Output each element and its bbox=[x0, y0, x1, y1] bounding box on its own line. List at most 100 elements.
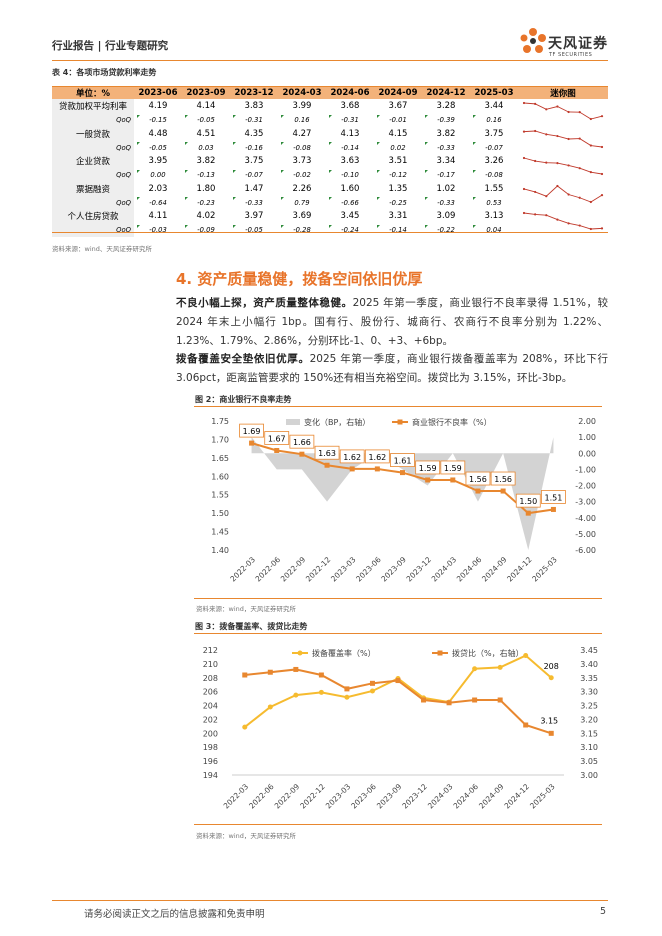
coverage-point bbox=[267, 704, 273, 710]
flag-icon bbox=[233, 142, 236, 145]
qoq-cell: -0.05 bbox=[182, 114, 230, 127]
coverage-point bbox=[369, 688, 375, 694]
sparkline-line bbox=[523, 185, 603, 203]
qoq-cell: -0.64 bbox=[134, 196, 182, 209]
qoq-cell: -0.17 bbox=[422, 169, 470, 182]
sparkline-line bbox=[523, 130, 603, 148]
y-left-tick: 208 bbox=[203, 674, 218, 683]
flag-icon bbox=[473, 114, 476, 118]
qoq-value: -0.23 bbox=[197, 198, 215, 207]
data-label-box bbox=[390, 453, 415, 467]
rate-cell: 1.80 bbox=[182, 181, 230, 196]
brand-name-cn: 天风证券 bbox=[548, 36, 608, 52]
rate-cell: 3.31 bbox=[374, 209, 422, 224]
qoq-value: -0.08 bbox=[293, 143, 311, 152]
y-right-tick: 3.35 bbox=[580, 674, 598, 683]
rate-cell: 3.26 bbox=[470, 154, 518, 169]
table-bottom-rule bbox=[52, 232, 608, 233]
flag-icon bbox=[281, 114, 284, 118]
qoq-value: -0.33 bbox=[437, 198, 455, 207]
sparkline-point bbox=[556, 134, 559, 137]
sparkline-point bbox=[567, 111, 570, 114]
rate-cell: 3.97 bbox=[230, 209, 278, 224]
y-left-tick: 202 bbox=[203, 715, 218, 724]
paragraph-provision: 拨备覆盖安全垫依旧优厚。2025 年第一季度，商业银行拨备覆盖率为 208%，环… bbox=[176, 350, 608, 388]
y-right-tick: -6.00 bbox=[575, 546, 596, 555]
flag-icon bbox=[233, 197, 236, 200]
y-right-tick: 3.10 bbox=[580, 743, 598, 752]
rate-cell: 1.02 bbox=[422, 181, 470, 196]
rate-cell: 4.27 bbox=[278, 126, 326, 141]
sparkline bbox=[522, 212, 604, 231]
npl-point bbox=[324, 462, 330, 468]
data-label: 1.50 bbox=[519, 497, 537, 506]
provision-loan-point bbox=[523, 722, 529, 728]
flag-icon bbox=[377, 169, 380, 173]
data-label-box bbox=[339, 449, 365, 464]
qoq-label: QoQ bbox=[52, 113, 134, 127]
flag-icon bbox=[281, 142, 284, 145]
y-left-tick: 1.60 bbox=[211, 472, 229, 481]
provision-loan-point bbox=[395, 678, 401, 684]
qoq-cell: -0.09 bbox=[182, 224, 230, 237]
qoq-label: QoQ bbox=[52, 168, 134, 182]
y-left-tick: 1.75 bbox=[211, 417, 229, 426]
qoq-cell: -0.07 bbox=[230, 169, 278, 182]
sparkline-line bbox=[523, 157, 603, 175]
y-right-tick: 3.40 bbox=[580, 660, 598, 669]
period-header: 2024-09 bbox=[374, 87, 422, 99]
qoq-value: -0.33 bbox=[437, 143, 455, 152]
x-tick: 2022-03 bbox=[228, 555, 257, 584]
flag-icon bbox=[233, 169, 236, 173]
qoq-value: -0.24 bbox=[341, 226, 359, 234]
data-label-box bbox=[314, 445, 340, 460]
flag-icon bbox=[329, 197, 332, 200]
qoq-cell: 0.04 bbox=[470, 224, 518, 237]
provision-loan-point bbox=[446, 700, 452, 706]
qoq-cell: -0.05 bbox=[134, 141, 182, 154]
data-label: 1.51 bbox=[545, 493, 563, 502]
coverage-point bbox=[344, 694, 350, 700]
y-left-tick: 1.45 bbox=[211, 528, 229, 537]
legend-label: 商业银行不良率（%） bbox=[412, 417, 492, 427]
provision-loan-point bbox=[344, 686, 350, 692]
rate-cell: 1.55 bbox=[470, 181, 518, 196]
sparkline-point bbox=[589, 228, 592, 231]
paragraph-lead: 拨备覆盖安全垫依旧优厚。 bbox=[176, 353, 310, 365]
data-label-box bbox=[264, 431, 290, 445]
flag-icon bbox=[425, 114, 428, 118]
legend-marker bbox=[437, 650, 443, 656]
qoq-value: -0.05 bbox=[197, 116, 215, 124]
rate-cell: 3.09 bbox=[422, 209, 470, 224]
y-left-tick: 1.70 bbox=[211, 435, 229, 444]
y-right-tick: 3.05 bbox=[580, 757, 598, 766]
qoq-cell: 0.00 bbox=[134, 169, 182, 182]
npl-point bbox=[249, 440, 255, 446]
rate-cell: 3.99 bbox=[278, 99, 326, 114]
table-row: 票据融资 2.03 1.80 1.47 2.26 1.60 1.35 1.02 1.55 bbox=[52, 181, 608, 209]
npl-point bbox=[500, 488, 506, 494]
npl-point bbox=[425, 477, 431, 483]
qoq-value: 0.16 bbox=[294, 116, 310, 124]
coverage-point bbox=[523, 653, 529, 659]
qoq-value: -0.02 bbox=[293, 171, 311, 179]
qoq-value: -0.08 bbox=[485, 171, 503, 179]
data-label-box bbox=[364, 449, 390, 464]
data-label-box bbox=[515, 493, 541, 508]
provision-coverage-chart: 212 210 208 206 204 202 200 198 196 194 3.45 3.40 3.… bbox=[203, 646, 598, 811]
qoq-value: -0.03 bbox=[149, 226, 167, 234]
sparkline-line bbox=[523, 102, 603, 120]
qoq-value: -0.15 bbox=[149, 116, 167, 124]
rate-cell: 4.02 bbox=[182, 209, 230, 224]
npl-point bbox=[450, 477, 456, 483]
sparkline-point bbox=[534, 213, 537, 216]
npl-point bbox=[400, 470, 405, 476]
data-label: 1.59 bbox=[444, 464, 462, 473]
table-row: 个人住房贷款 4.11 4.02 3.97 3.69 3.45 3.31 3.09 3.13 bbox=[52, 209, 608, 237]
section-title: 4. 资产质量稳健，拨备空间依旧优厚 bbox=[176, 270, 423, 288]
y-right-tick: 3.20 bbox=[580, 715, 598, 724]
sparkline-point bbox=[522, 212, 526, 215]
rate-cell: 1.35 bbox=[374, 181, 422, 196]
qoq-cell: -0.08 bbox=[470, 169, 518, 182]
qoq-cell: 0.53 bbox=[470, 196, 518, 209]
